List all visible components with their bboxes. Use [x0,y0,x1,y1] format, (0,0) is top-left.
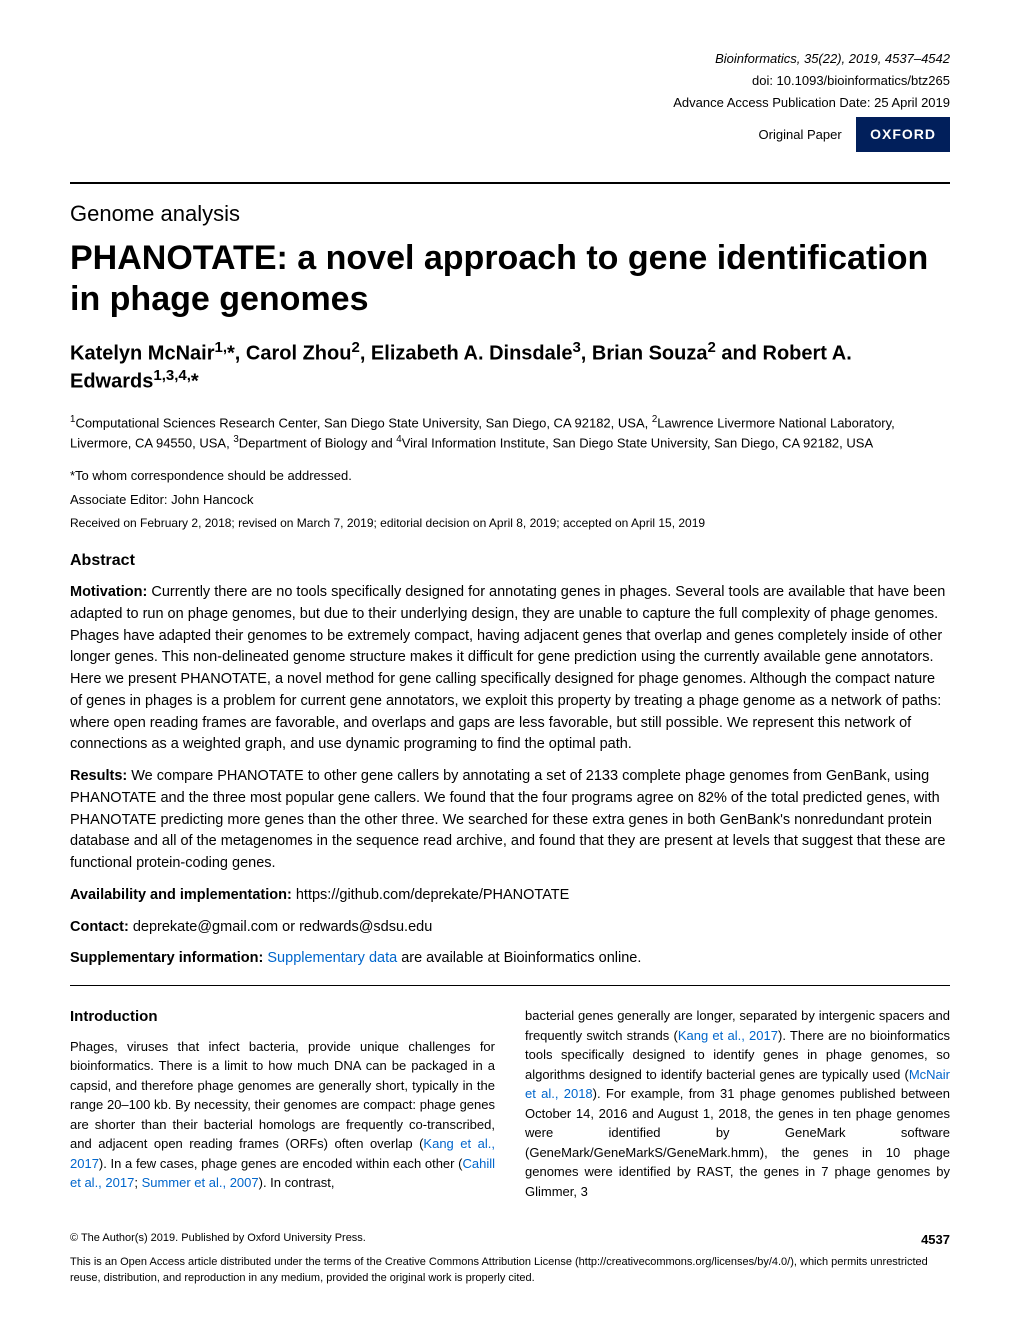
header: Bioinformatics, 35(22), 2019, 4537–4542 … [70,50,950,152]
intro-left-text: Phages, viruses that infect bacteria, pr… [70,1037,495,1193]
contact-text: deprekate@gmail.com or redwards@sdsu.edu [129,919,432,935]
paper-type: Original Paper [759,126,842,144]
supp-tail: are available at Bioinformatics online. [397,950,641,966]
section-label: Genome analysis [70,199,950,230]
publisher-badge: OXFORD [856,117,950,153]
results-text: We compare PHANOTATE to other gene calle… [70,768,945,871]
availability-label: Availability and implementation: [70,887,292,903]
intro-left-column: Introduction Phages, viruses that infect… [70,1006,495,1201]
results-label: Results: [70,768,127,784]
publication-date: Advance Access Publication Date: 25 Apri… [70,94,950,112]
license-text: This is an Open Access article distribut… [70,1255,950,1286]
type-badge-row: Original Paper OXFORD [70,117,950,153]
divider-top [70,182,950,184]
abstract-results: Results: We compare PHANOTATE to other g… [70,766,950,875]
correspondence-note: *To whom correspondence should be addres… [70,467,950,485]
article-title: PHANOTATE: a novel approach to gene iden… [70,238,950,320]
contact-label: Contact: [70,919,129,935]
footer: © The Author(s) 2019. Published by Oxfor… [70,1231,950,1286]
affiliations: 1Computational Sciences Research Center,… [70,413,950,453]
associate-editor: Associate Editor: John Hancock [70,491,950,509]
journal-citation: Bioinformatics, 35(22), 2019, 4537–4542 [70,50,950,68]
supp-label: Supplementary information: [70,950,263,966]
motivation-text: Currently there are no tools specificall… [70,584,945,752]
copyright: © The Author(s) 2019. Published by Oxfor… [70,1231,366,1249]
abstract-heading: Abstract [70,550,950,572]
abstract-motivation: Motivation: Currently there are no tools… [70,582,950,756]
availability-text: https://github.com/deprekate/PHANOTATE [292,887,570,903]
page-number: 4537 [921,1231,950,1249]
intro-right-column: bacterial genes generally are longer, se… [525,1006,950,1201]
introduction-section: Introduction Phages, viruses that infect… [70,1006,950,1201]
abstract-availability: Availability and implementation: https:/… [70,885,950,907]
abstract-supplementary: Supplementary information: Supplementary… [70,948,950,970]
authors: Katelyn McNair1,*, Carol Zhou2, Elizabet… [70,338,950,395]
intro-right-text: bacterial genes generally are longer, se… [525,1006,950,1201]
abstract-contact: Contact: deprekate@gmail.com or redwards… [70,917,950,939]
introduction-heading: Introduction [70,1006,495,1029]
supp-link[interactable]: Supplementary data [267,950,397,966]
article-dates: Received on February 2, 2018; revised on… [70,515,950,532]
footer-top-row: © The Author(s) 2019. Published by Oxfor… [70,1231,950,1249]
doi: doi: 10.1093/bioinformatics/btz265 [70,72,950,90]
page-container: Downloaded from https://academic.oup.com… [0,0,1020,1316]
divider-abstract-bottom [70,985,950,986]
motivation-label: Motivation: [70,584,147,600]
